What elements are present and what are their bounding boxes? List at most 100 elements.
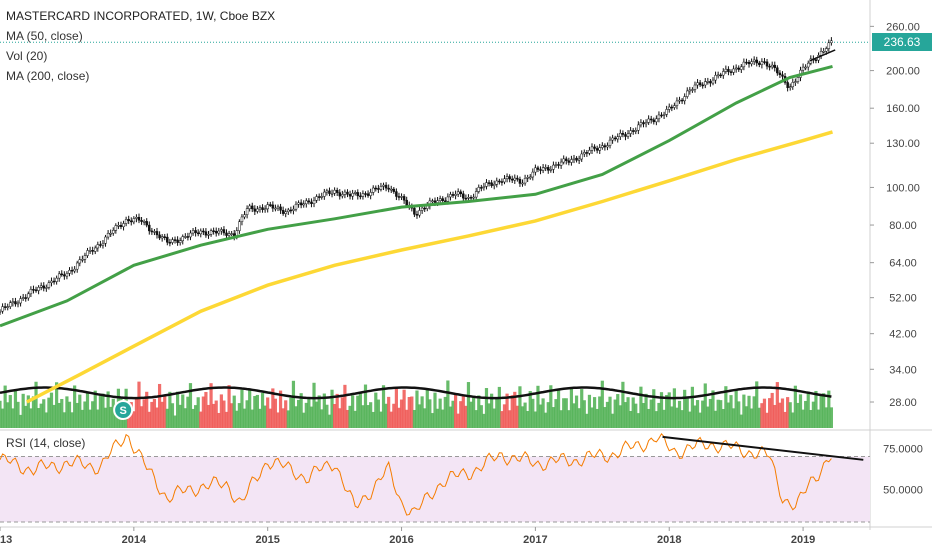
candle-body <box>763 61 766 63</box>
volume-bar <box>708 398 713 428</box>
price-tick-label: 64.00 <box>889 258 917 270</box>
time-tick-label: 2016 <box>389 534 413 546</box>
candle-body <box>343 191 347 195</box>
candle-body <box>688 89 692 92</box>
candle-body <box>371 187 375 193</box>
candle-body <box>644 122 648 125</box>
volume-bar <box>816 409 821 428</box>
volume-bar <box>528 391 532 428</box>
volume-bar <box>773 404 777 428</box>
candle-body <box>827 42 831 49</box>
volume-bar <box>783 411 787 428</box>
candle-body <box>438 198 442 201</box>
price-tick-label: 42.00 <box>889 329 917 341</box>
candle-body <box>776 67 779 74</box>
volume-bar <box>487 403 491 428</box>
candle-body <box>716 74 720 77</box>
volume-bar <box>366 405 370 428</box>
candle-body <box>258 207 262 210</box>
candle-body <box>307 200 311 203</box>
candle-body <box>93 247 97 252</box>
price-series <box>0 37 836 315</box>
candle-body <box>629 130 632 134</box>
candle-body <box>294 203 298 210</box>
volume-bar <box>302 412 306 428</box>
candle-body <box>433 200 437 203</box>
volume-bar <box>343 384 347 428</box>
volume-bar <box>536 385 540 428</box>
legend-ma200: MA (200, close) <box>6 69 90 83</box>
candle-body <box>42 285 46 289</box>
candle-body <box>220 229 223 232</box>
volume-bar <box>242 408 247 428</box>
candle-body <box>680 99 684 102</box>
candle-body <box>572 157 576 160</box>
volume-bar <box>685 398 689 428</box>
candle-body <box>199 230 203 235</box>
candle-body <box>601 145 604 148</box>
volume-bar <box>438 398 442 428</box>
candle-body <box>227 233 231 236</box>
legend-volume: Vol (20) <box>6 49 48 63</box>
volume-bar <box>502 404 507 428</box>
candle-body <box>263 208 267 211</box>
volume-bar <box>98 395 102 428</box>
volume-bar <box>389 411 393 428</box>
volume-bar <box>742 394 746 428</box>
volume-bar <box>734 390 738 428</box>
volume-bar <box>595 408 599 428</box>
candle-body <box>649 118 653 121</box>
candle-body <box>536 167 540 170</box>
candle-body <box>395 191 398 197</box>
volume-bar <box>670 406 674 428</box>
volume-bar <box>286 410 290 428</box>
candle-body <box>88 250 92 252</box>
candle-body <box>557 164 560 166</box>
candle-body <box>11 301 15 303</box>
candle-body <box>436 200 439 203</box>
signal-marker-circle[interactable] <box>113 400 134 420</box>
volume-bar <box>178 404 182 428</box>
volume-bar <box>423 408 427 428</box>
time-tick-label: 2018 <box>657 534 681 546</box>
volume-bar <box>703 383 707 428</box>
candle-body <box>469 197 473 199</box>
candle-body <box>588 150 591 154</box>
volume-bar <box>652 389 656 428</box>
volume-bar <box>564 398 568 428</box>
candle-body <box>356 192 360 197</box>
volume-bar <box>780 398 785 428</box>
signal-marker[interactable]: S <box>113 400 134 420</box>
candle-body <box>256 208 259 212</box>
volume-bar <box>55 382 59 428</box>
candle-body <box>364 193 367 195</box>
volume-bar <box>706 406 710 428</box>
volume-bar <box>235 410 239 428</box>
candle-body <box>598 147 601 151</box>
volume-bar <box>78 394 82 428</box>
candle-body <box>63 274 66 277</box>
candle-body <box>480 187 483 189</box>
volume-bar <box>88 409 92 428</box>
volume-bar <box>551 407 556 428</box>
candle-body <box>166 236 169 243</box>
candle-body <box>541 167 545 171</box>
ma50-line <box>0 64 833 328</box>
volume-bar <box>425 388 429 428</box>
volume-bar <box>510 395 514 428</box>
volume-bar <box>520 406 525 428</box>
candle-body <box>441 198 444 202</box>
candle-body <box>24 297 27 299</box>
volume-bar <box>258 408 262 428</box>
volume-bar <box>407 396 411 428</box>
volume-bar <box>80 409 84 428</box>
candle-body <box>3 306 7 308</box>
candle-body <box>292 208 295 211</box>
candle-body <box>335 189 339 193</box>
volume-bar <box>62 412 66 428</box>
volume-bar <box>572 403 576 428</box>
volume-bar <box>508 410 512 428</box>
candle-body <box>487 182 491 184</box>
legend-ma50: MA (50, close) <box>6 29 83 43</box>
